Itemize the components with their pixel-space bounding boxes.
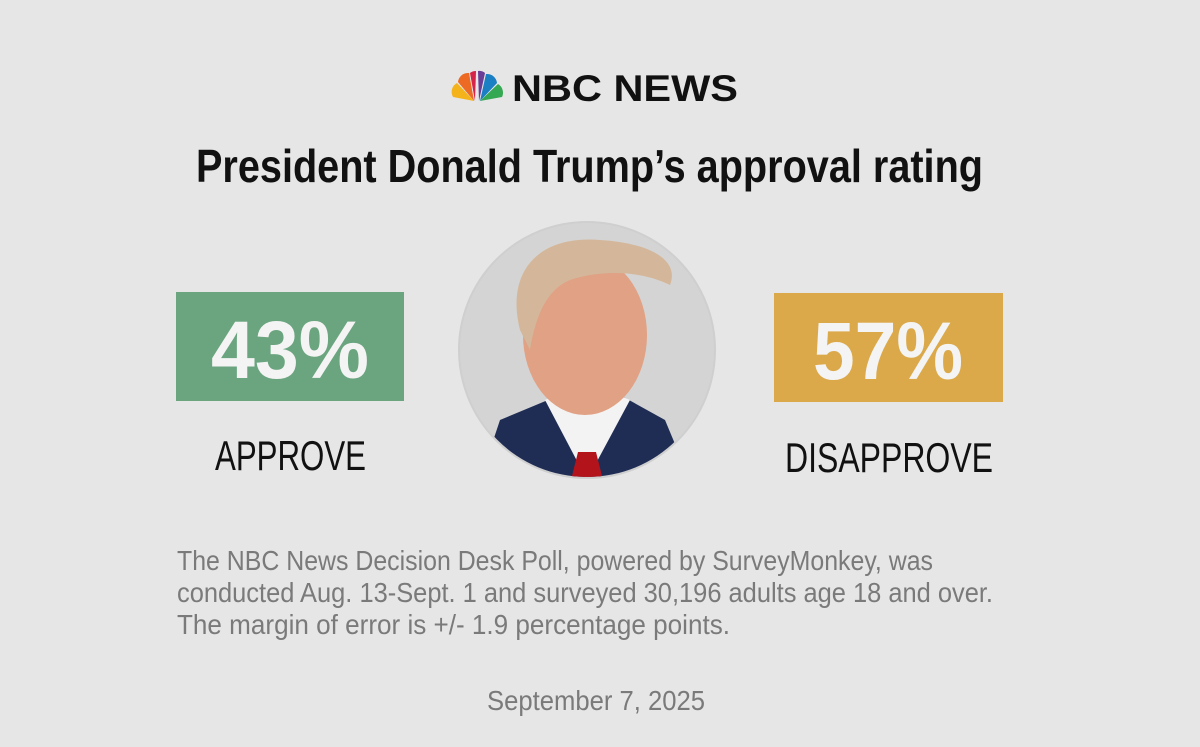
disapprove-box <box>774 293 1003 402</box>
note-line: The margin of error is +/- 1.9 percentag… <box>177 609 730 640</box>
note-line: The NBC News Decision Desk Poll, powered… <box>177 545 933 576</box>
note-line: conducted Aug. 13-Sept. 1 and surveyed 3… <box>177 577 993 608</box>
portrait <box>480 239 690 477</box>
title: President Donald Trump’s approval rating <box>196 140 983 192</box>
disapprove-value: 57% <box>813 306 963 397</box>
approve-box <box>176 292 404 401</box>
approve-label: APPROVE <box>215 432 366 479</box>
date: September 7, 2025 <box>487 685 705 716</box>
disapprove-label: DISAPPROVE <box>785 434 993 481</box>
peacock-logo <box>451 70 503 101</box>
logo-text: NBC NEWS <box>512 68 738 109</box>
approve-value: 43% <box>211 305 369 396</box>
